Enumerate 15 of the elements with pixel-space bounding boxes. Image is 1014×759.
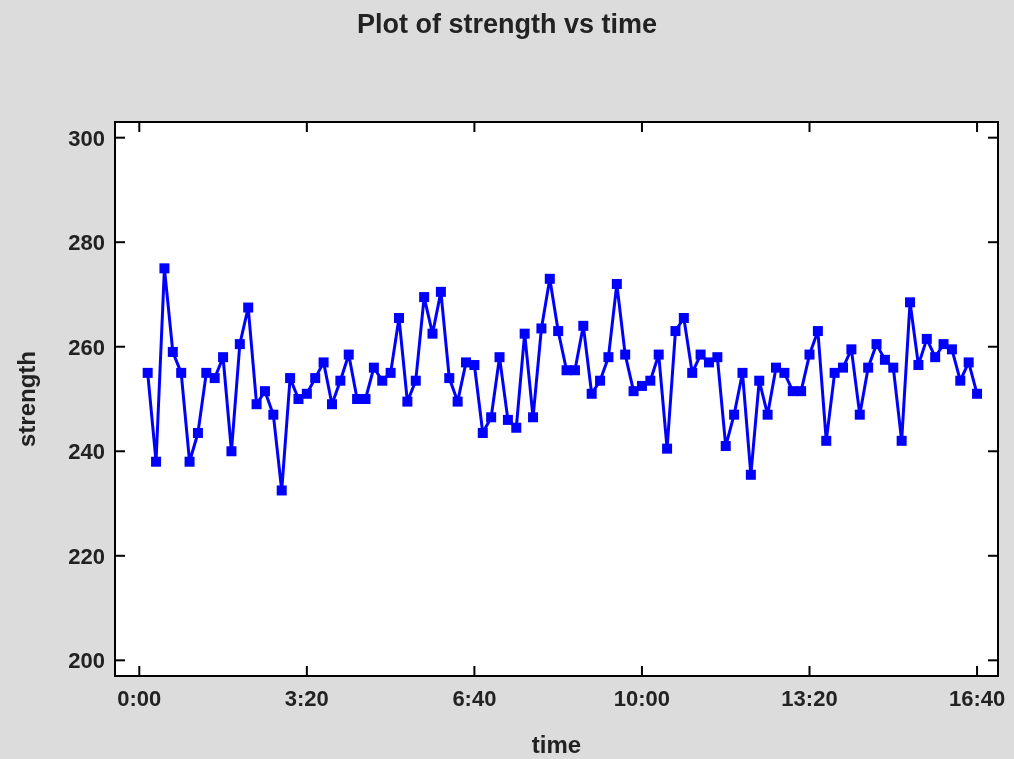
x-tick-label: 10:00 <box>613 686 671 711</box>
y-tick-label: 280 <box>68 230 105 256</box>
x-axis-title: time <box>531 731 582 758</box>
x-tick-label: 3:20 <box>284 686 329 711</box>
x-tick-label: 16:40 <box>948 686 1006 711</box>
y-tick-label: 220 <box>68 543 105 569</box>
y-tick-label: 240 <box>68 439 105 465</box>
y-tick-label: 200 <box>68 648 105 674</box>
y-tick-label: 300 <box>68 125 105 151</box>
y-tick-label: 260 <box>68 334 105 360</box>
x-tick-label: 13:20 <box>781 686 838 711</box>
y-axis-title: strength <box>13 351 40 447</box>
x-tick-label: 0:00 <box>117 686 162 711</box>
x-tick-label: 6:40 <box>452 686 497 711</box>
chart-title: Plot of strength vs time <box>356 9 658 39</box>
